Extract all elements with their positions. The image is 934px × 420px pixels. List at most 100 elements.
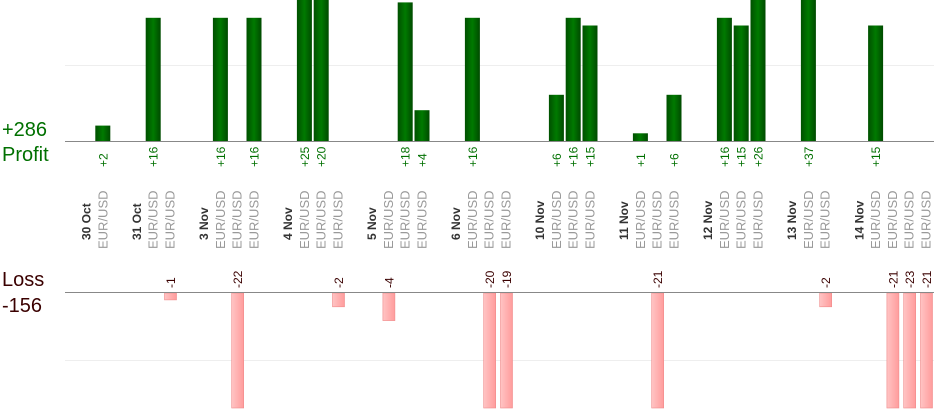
profit-bar — [582, 25, 598, 141]
profit-label: Profit — [2, 144, 49, 166]
profit-bar — [800, 0, 816, 141]
date-label: 10 Nov — [533, 200, 547, 240]
profit-value-label: +16 — [147, 146, 161, 167]
profit-value-label: +37 — [802, 146, 816, 167]
date-label: 12 Nov — [701, 200, 715, 240]
symbol-label: EUR/USD — [801, 190, 816, 249]
symbol-label: EUR/USD — [297, 190, 312, 249]
symbol-label: EUR/USD — [885, 190, 900, 249]
symbol-label: EUR/USD — [230, 190, 245, 249]
profit-bar — [145, 17, 161, 141]
profit-bar — [868, 25, 884, 141]
date-label: 31 Oct — [130, 203, 144, 240]
date-label: 30 Oct — [80, 203, 94, 240]
symbol-label: EUR/USD — [751, 190, 766, 249]
loss-value-label: -21 — [920, 270, 934, 288]
loss-bar — [886, 292, 900, 409]
date-label: 5 Nov — [365, 207, 379, 240]
symbol-label: EUR/USD — [566, 190, 581, 249]
profit-bar — [632, 133, 648, 141]
profit-value-label: +1 — [634, 153, 648, 167]
symbol-label: EUR/USD — [415, 190, 430, 249]
loss-bar — [819, 292, 833, 308]
profit-value-label: +15 — [735, 146, 749, 167]
profit-bar — [716, 17, 732, 141]
loss-label: Loss — [2, 269, 45, 291]
date-label: 11 Nov — [617, 201, 631, 240]
date-label: 14 Nov — [852, 200, 866, 240]
loss-total: -156 — [2, 295, 43, 317]
profit-value-label: +16 — [466, 146, 480, 167]
symbol-label: EUR/USD — [549, 190, 564, 249]
loss-bar — [483, 292, 497, 409]
loss-value-label: -21 — [886, 270, 900, 288]
loss-bar — [920, 292, 933, 409]
symbol-label: EUR/USD — [717, 190, 732, 249]
profit-value-label: +4 — [416, 153, 430, 167]
loss-value-label: -1 — [164, 277, 178, 288]
symbol-label: EUR/USD — [465, 190, 480, 249]
profit-bar — [750, 0, 766, 141]
symbol-label: EUR/USD — [499, 190, 514, 249]
loss-value-label: -2 — [819, 277, 833, 288]
profit-bar — [666, 94, 682, 141]
symbol-label: EUR/USD — [633, 190, 648, 249]
profit-value-label: +16 — [718, 146, 732, 167]
profit-total: +286 — [2, 119, 48, 141]
loss-bar — [231, 292, 244, 409]
date-label: 13 Nov — [785, 200, 799, 240]
symbol-label: EUR/USD — [163, 190, 178, 249]
profit-value-label: +16 — [214, 146, 228, 167]
loss-bar — [500, 292, 513, 409]
loss-value-label: -22 — [231, 270, 245, 288]
symbol-label: EUR/USD — [583, 190, 598, 249]
profit-bar — [464, 17, 480, 141]
loss-value-label: -19 — [500, 270, 514, 288]
symbol-label: EUR/USD — [95, 190, 110, 249]
date-label: 4 Nov — [281, 207, 295, 240]
profit-value-label: +6 — [668, 153, 682, 167]
symbol-label: EUR/USD — [667, 190, 682, 249]
loss-value-label: -4 — [382, 277, 396, 288]
profit-value-label: +6 — [550, 153, 564, 167]
profit-bar — [246, 17, 262, 141]
symbol-label: EUR/USD — [331, 190, 346, 249]
symbol-label: EUR/USD — [868, 190, 883, 249]
symbol-label: EUR/USD — [146, 190, 161, 249]
profit-value-label: +16 — [248, 146, 262, 167]
loss-bar — [382, 292, 396, 321]
profit-value-label: +25 — [298, 146, 312, 167]
profit-bar — [296, 0, 312, 141]
symbol-label: EUR/USD — [482, 190, 497, 249]
symbol-label: EUR/USD — [314, 190, 329, 249]
profit-value-label: +15 — [869, 146, 883, 167]
profit-bar — [212, 17, 228, 141]
loss-bar — [164, 292, 177, 301]
symbol-label: EUR/USD — [650, 190, 665, 249]
loss-value-label: -23 — [903, 270, 917, 288]
loss-bar — [332, 292, 345, 308]
symbol-label: EUR/USD — [818, 190, 833, 249]
loss-value-label: -21 — [651, 270, 665, 288]
symbol-label: EUR/USD — [902, 190, 917, 249]
symbol-label: EUR/USD — [381, 190, 396, 249]
profit-bar — [565, 17, 581, 141]
profit-bar — [414, 110, 430, 141]
profit-value-label: +20 — [315, 146, 329, 167]
profit-value-label: +26 — [752, 146, 766, 167]
profit-bar — [313, 0, 329, 141]
loss-value-label: -2 — [332, 277, 346, 288]
profit-bar — [397, 2, 413, 142]
profit-value-label: +15 — [584, 146, 598, 167]
profit-bar — [548, 94, 564, 141]
date-label: 6 Nov — [449, 207, 463, 240]
profit-bar — [95, 125, 111, 141]
symbol-label: EUR/USD — [213, 190, 228, 249]
profit-value-label: +2 — [96, 153, 110, 167]
profit-bar — [733, 25, 749, 141]
date-label: 3 Nov — [197, 207, 211, 240]
profit-value-label: +16 — [567, 146, 581, 167]
symbol-label: EUR/USD — [247, 190, 262, 249]
loss-bar — [651, 292, 665, 409]
